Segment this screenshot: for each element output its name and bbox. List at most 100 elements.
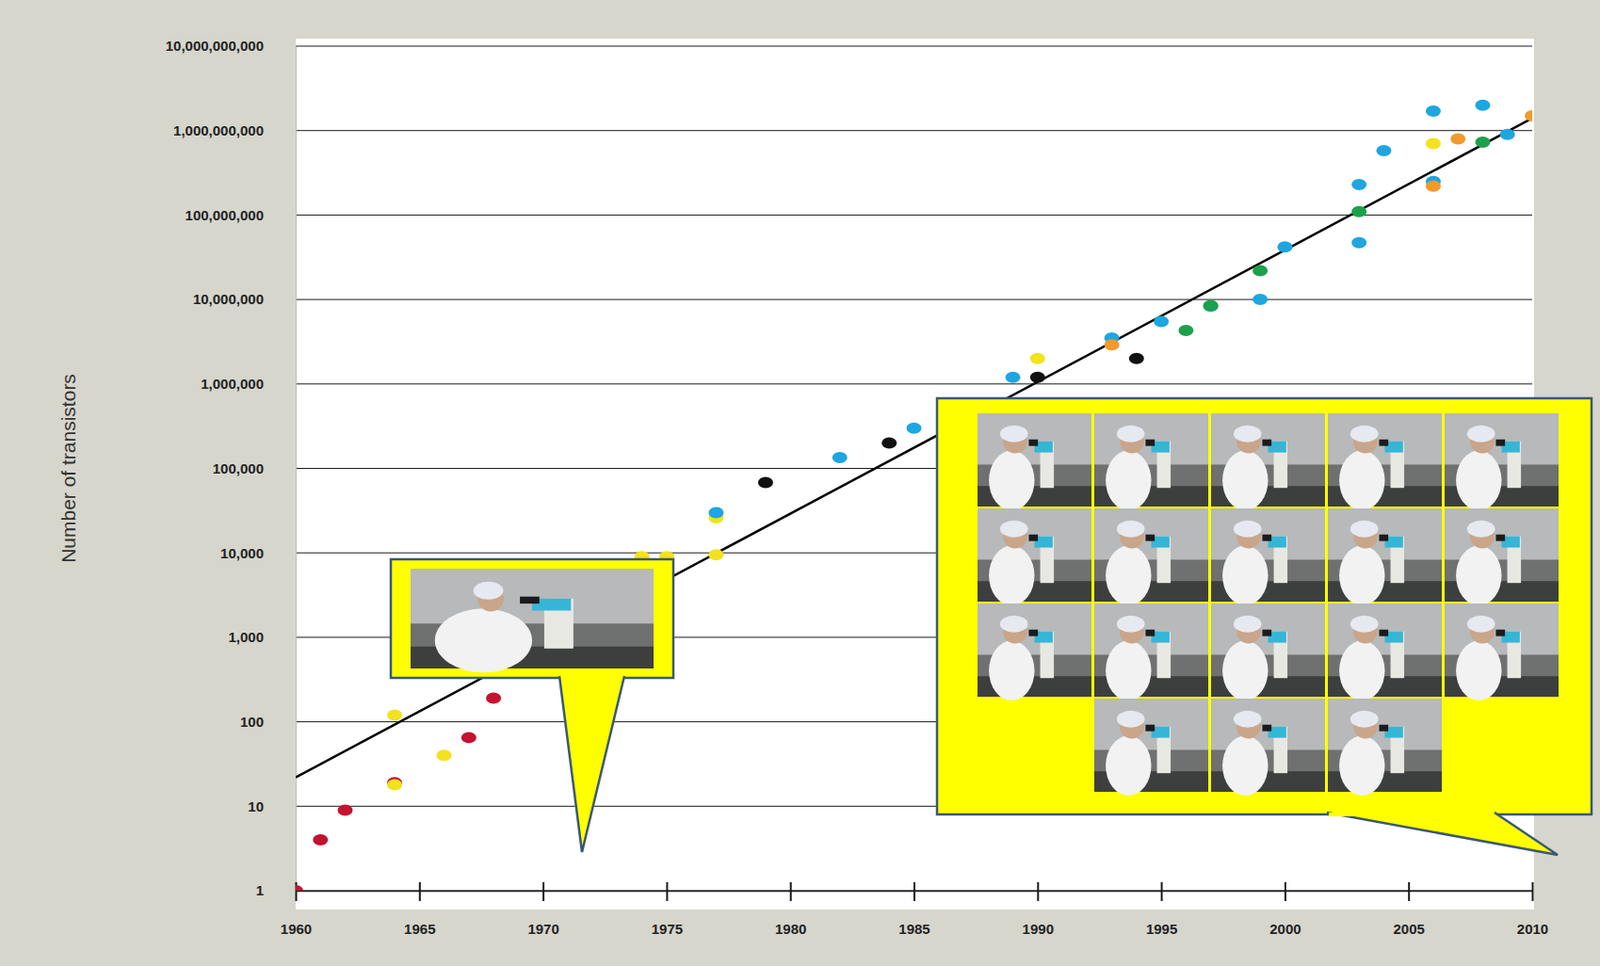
photo [1094,698,1209,796]
data-point [1203,299,1219,311]
data-point [1030,371,1046,384]
x-tick: 1985 [898,882,930,938]
photo-cap [1467,425,1496,443]
data-point [1252,293,1268,306]
data-point [1351,206,1367,218]
photo [977,413,1092,511]
photo-coat [1105,546,1151,606]
data-point [312,834,328,846]
photo-coat [1222,451,1268,511]
photo-cap [1233,711,1262,728]
grid-line [295,383,1533,385]
photo [1094,508,1209,606]
data [295,99,1533,891]
photo [1211,508,1326,606]
callout-box [390,559,674,679]
data-point [832,452,848,464]
data-point [906,422,922,435]
y-tick: 10 [247,798,296,815]
photo [1094,413,1209,511]
photo-microscope-eyepiece [1145,534,1155,542]
callout-pointer-cover [1328,812,1493,817]
x-tick-mark [542,882,545,902]
photo-microscope-eyepiece [1145,439,1155,447]
data-point [387,709,403,721]
y-tick-label: 10,000,000,000 [165,37,264,54]
photo-wall [1444,508,1559,560]
x-tick-label: 2010 [1517,921,1549,938]
x-tick: 2005 [1393,882,1425,938]
photo-cap [1350,615,1379,633]
photo-wall [977,508,1092,560]
x-tick-label: 1985 [898,921,930,938]
photo [1327,508,1442,606]
callout-box [937,398,1592,815]
photo-cap [1233,615,1262,633]
x-tick-mark [913,882,916,902]
photo-microscope-eyepiece [1495,439,1505,447]
photo-wall [1327,698,1442,750]
photo [1444,603,1559,701]
photo-coat [988,451,1035,511]
x-tick-label: 1995 [1146,921,1178,938]
data-point [1351,178,1367,191]
data-point [708,506,724,518]
data-point [1030,353,1046,365]
photo [1444,508,1559,606]
y-tick: 100 [240,713,296,730]
photo-cap [1000,520,1029,538]
x-tick: 1960 [280,882,312,938]
photo [1211,698,1326,796]
grid-line [295,299,1533,301]
x-tick-label: 2005 [1393,921,1425,938]
photo-wall [1211,603,1326,655]
data-point [1450,132,1466,145]
photo-cap [1116,520,1146,538]
x-axis: 1960196519701975198019851990199520002005… [280,882,1549,938]
y-tick-label: 1 [256,882,264,899]
data-point [1276,241,1293,253]
data-point [1104,339,1120,351]
photo-cap [1350,425,1379,443]
data-point [1425,105,1441,117]
photo-microscope-eyepiece [1145,725,1155,732]
y-tick: 100,000,000 [185,207,296,224]
data-point [1474,99,1490,112]
photo-microscope-eyepiece [1261,630,1272,637]
data-point [1351,237,1367,249]
data-point [881,436,897,449]
y-tick: 1 [256,882,296,899]
data-point [758,477,774,489]
data-point [1153,315,1169,327]
photo [977,508,1092,606]
y-axis-line [295,47,297,892]
data-point [1203,300,1219,312]
data-point [1474,136,1490,148]
data-point [387,778,403,791]
photo-microscope-eyepiece [1145,630,1155,637]
y-tick-label: 100,000,000 [185,207,264,224]
photo-coat [1222,736,1268,796]
photo [1327,698,1442,796]
data-point [295,885,304,891]
photo-microscope-eyepiece [1028,439,1038,447]
photo-coat [988,546,1035,606]
photo-wall [1094,603,1209,655]
data-point [485,693,502,705]
photo-wall [1211,413,1326,465]
y-tick: 1,000,000,000 [173,122,296,139]
y-tick: 1,000,000 [200,375,296,392]
y-tick-label: 1,000 [227,629,264,646]
data-point [1500,129,1516,141]
callout-large [937,398,1592,856]
photo-wall [1094,698,1209,750]
photo-coat [1455,451,1502,511]
photo-microscope-eyepiece [1261,725,1272,732]
data-point [338,804,354,816]
photo-wall [977,603,1092,655]
photo-coat [1339,641,1385,701]
x-tick: 2010 [1517,882,1549,938]
photo-microscope-eyepiece [1378,630,1389,637]
y-tick-label: 1,000,000,000 [173,122,264,139]
photo-coat [1222,641,1268,701]
